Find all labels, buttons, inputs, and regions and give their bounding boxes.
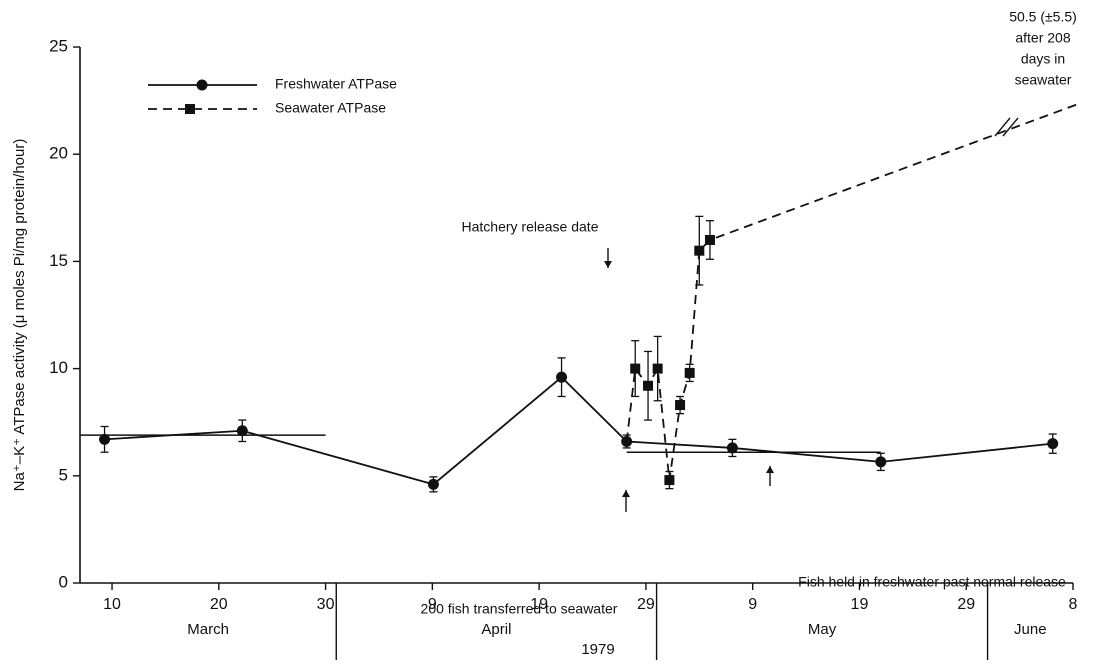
month-label: May: [808, 621, 837, 638]
x-tick-label: 30: [317, 596, 335, 613]
y-tick-label: 10: [49, 358, 68, 377]
x-axis-label: 1979: [581, 641, 614, 658]
point: [99, 433, 111, 445]
note-line: 50.5 (±5.5): [1009, 9, 1077, 25]
x-tick-label: 20: [210, 596, 228, 613]
point: [694, 245, 705, 256]
legend-marker: [185, 104, 195, 114]
x-tick-label: 29: [957, 596, 975, 613]
annotation: 200 fish transferred to seawater: [421, 601, 618, 617]
annotation: Hatchery release date: [462, 219, 599, 235]
point: [236, 425, 248, 437]
y-tick-label: 0: [59, 572, 68, 591]
point: [643, 380, 654, 391]
point: [556, 371, 568, 383]
series-line: [104, 375, 1053, 486]
x-tick-label: 19: [530, 596, 548, 613]
annotation: Fish held in freshwater past normal rele…: [798, 574, 1066, 590]
point: [675, 400, 686, 411]
note-line: seawater: [1015, 72, 1072, 88]
point: [726, 442, 738, 454]
y-tick-label: 25: [49, 36, 68, 55]
point: [684, 367, 695, 378]
x-tick-label: 8: [1069, 596, 1078, 613]
arrow-head: [622, 490, 630, 497]
month-label: June: [1014, 621, 1047, 638]
point: [427, 478, 439, 490]
legend-marker: [196, 79, 208, 91]
x-tick-label: 19: [851, 596, 869, 613]
series-line: [625, 101, 1082, 481]
x-tick-label: 9: [748, 596, 757, 613]
x-tick-label: 29: [637, 596, 655, 613]
note-line: days in: [1021, 51, 1065, 67]
month-label: March: [187, 621, 229, 638]
point: [1047, 438, 1059, 450]
arrow-head: [766, 466, 774, 473]
point: [664, 475, 675, 486]
arrow-head: [604, 261, 612, 268]
month-label: April: [481, 621, 511, 638]
point: [652, 363, 663, 374]
legend-label: Freshwater ATPase: [275, 76, 397, 92]
point: [630, 363, 641, 374]
note-line: after 208: [1015, 30, 1070, 46]
y-axis-label: Na⁺–K⁺ ATPase activity (μ moles Pi/mg pr…: [11, 139, 28, 492]
legend-label: Seawater ATPase: [275, 100, 386, 116]
y-tick-label: 15: [49, 251, 68, 270]
point: [704, 234, 715, 245]
point: [875, 456, 887, 468]
y-tick-label: 5: [59, 465, 68, 484]
x-tick-label: 9: [428, 596, 437, 613]
y-tick-label: 20: [49, 144, 68, 163]
x-tick-label: 10: [103, 596, 121, 613]
